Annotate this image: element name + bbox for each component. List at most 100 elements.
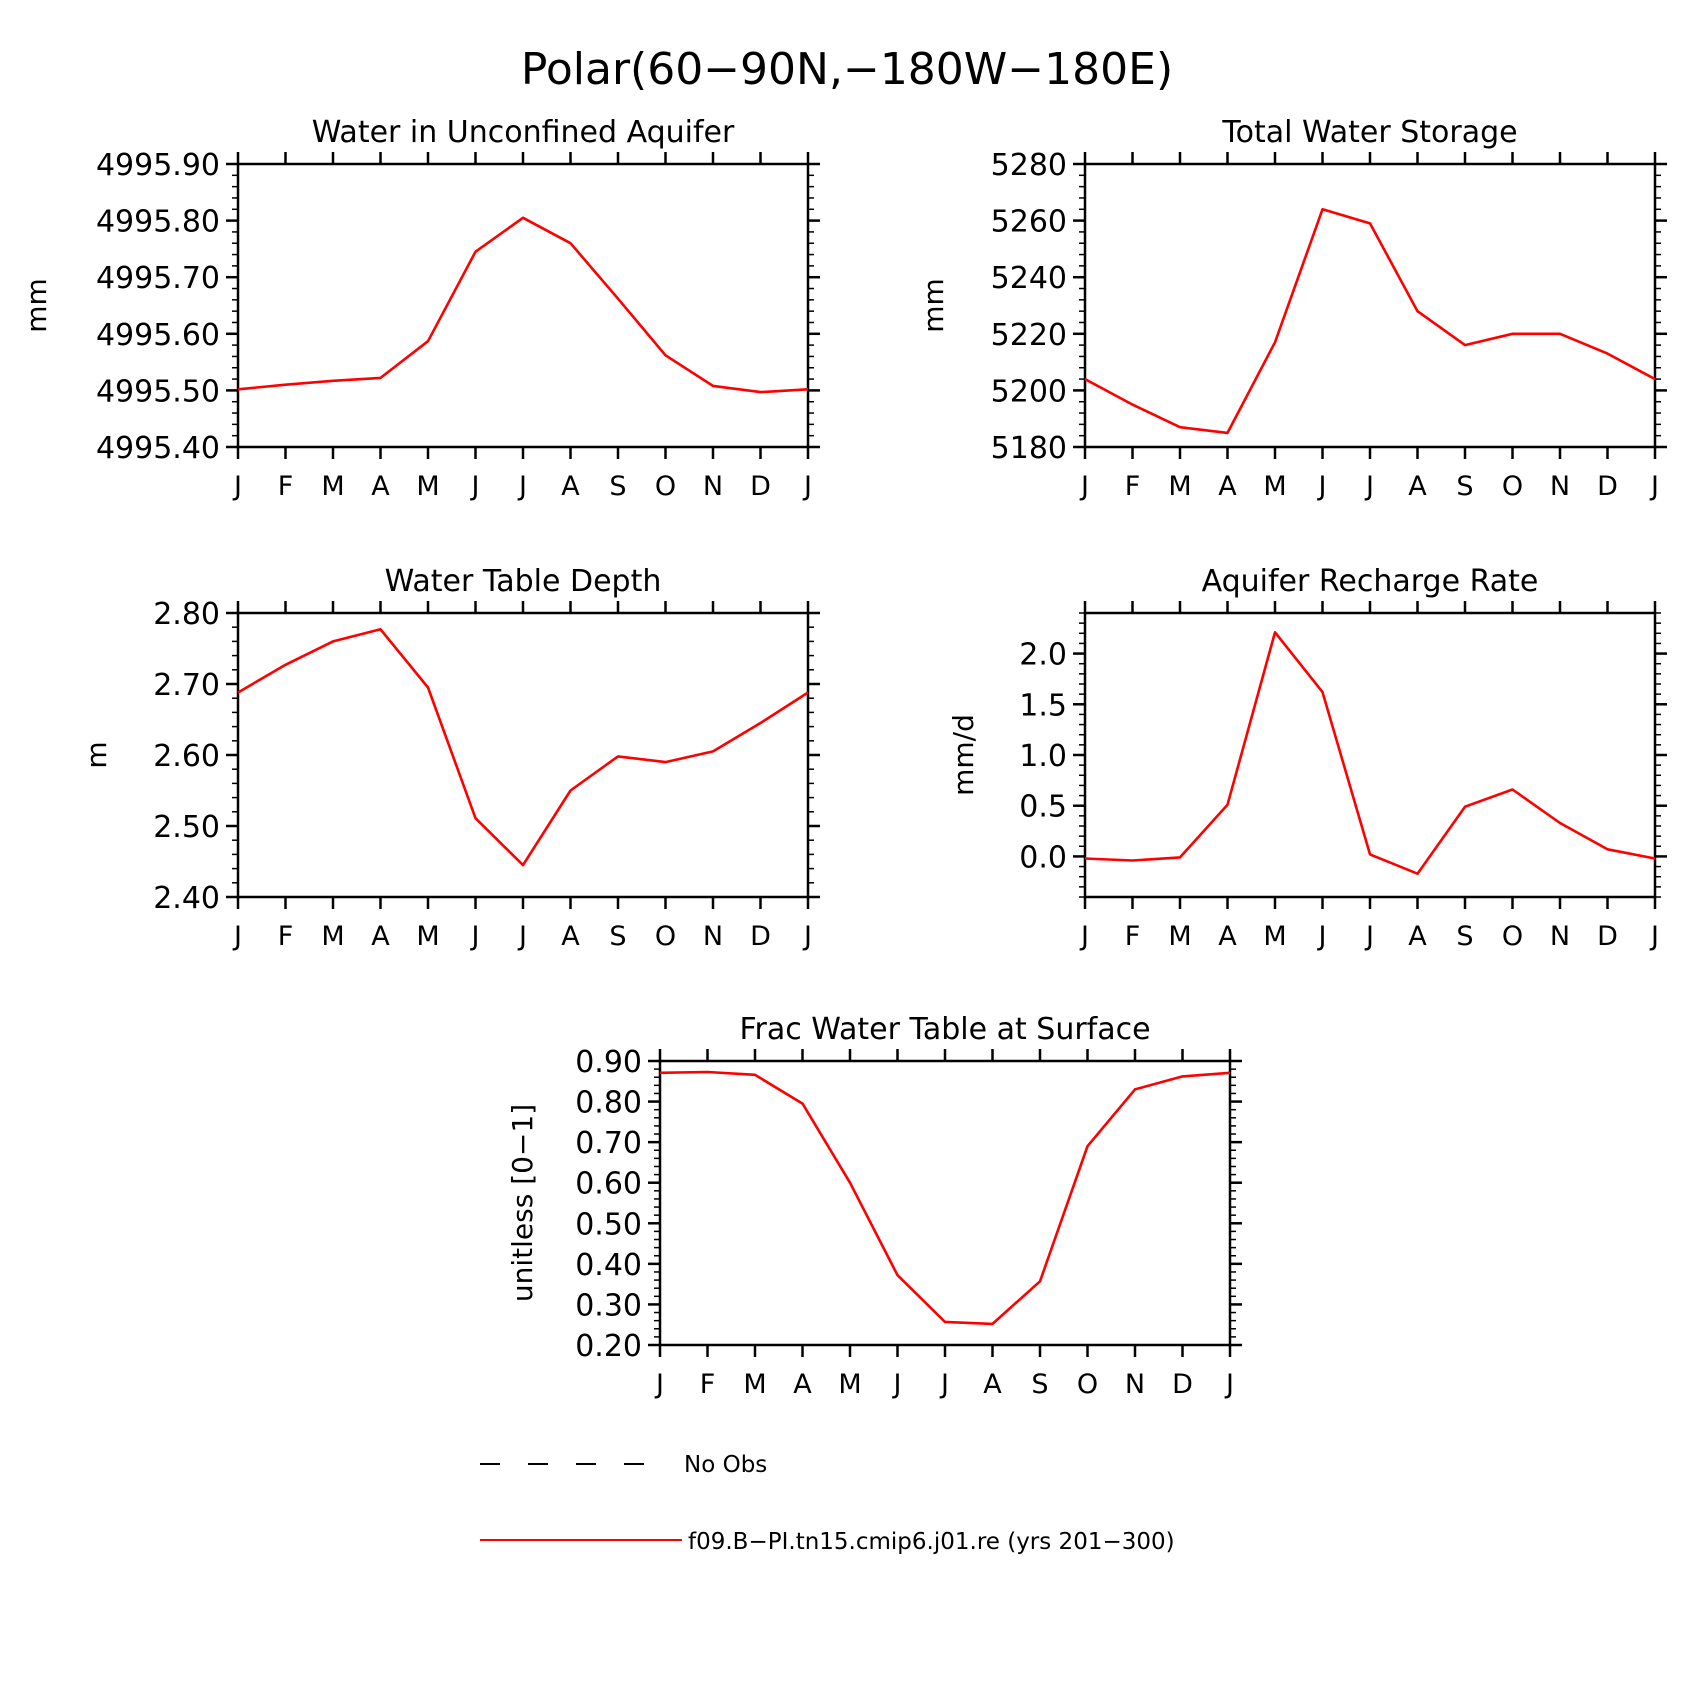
x-tick-label: J [1224, 1369, 1234, 1400]
x-tick-label: S [1456, 471, 1473, 502]
x-tick-label: J [517, 471, 527, 502]
x-tick-label: A [561, 471, 580, 502]
y-tick-label: 2.70 [153, 668, 220, 703]
x-tick-label: A [1408, 921, 1427, 952]
y-axis-label: mm [20, 278, 53, 333]
y-axis-label: mm [917, 278, 950, 333]
x-tick-label: J [1317, 921, 1327, 952]
y-tick-label: 0.70 [575, 1126, 642, 1161]
x-tick-label: J [1079, 921, 1089, 952]
x-tick-label: J [232, 921, 242, 952]
x-tick-label: M [1168, 921, 1191, 952]
y-tick-label: 2.0 [1019, 638, 1067, 673]
y-tick-label: 4995.70 [96, 261, 220, 296]
y-tick-label: 0.30 [575, 1288, 642, 1323]
x-tick-label: F [1125, 921, 1141, 952]
x-tick-label: J [802, 921, 812, 952]
x-tick-label: A [983, 1369, 1002, 1400]
legend: No Obs f09.B−PI.tn15.cmip6.j01.re (yrs 2… [480, 1452, 1175, 1555]
x-tick-label: J [939, 1369, 949, 1400]
y-tick-label: 0.0 [1019, 840, 1067, 875]
y-tick-label: 0.60 [575, 1167, 642, 1202]
y-axis-label: mm/d [947, 714, 980, 796]
y-tick-label: 4995.60 [96, 318, 220, 353]
x-tick-label: A [1218, 471, 1237, 502]
x-tick-label: D [750, 471, 771, 502]
y-tick-label: 4995.80 [96, 205, 220, 240]
x-tick-label: S [609, 471, 626, 502]
x-tick-label: J [1649, 471, 1659, 502]
y-axis-label: unitless [0−1] [506, 1104, 539, 1302]
x-tick-label: D [1597, 471, 1618, 502]
x-tick-label: A [1408, 471, 1427, 502]
panel-title: Aquifer Recharge Rate [1202, 564, 1539, 599]
x-tick-label: S [1031, 1369, 1048, 1400]
x-tick-label: O [655, 471, 676, 502]
figure-title: Polar(60−90N,−180W−180E) [521, 44, 1173, 95]
plot-frame [658, 1059, 1232, 1347]
y-tick-label: 4995.90 [96, 148, 220, 183]
x-tick-label: M [321, 471, 344, 502]
x-tick-label: J [1364, 471, 1374, 502]
y-tick-label: 0.50 [575, 1207, 642, 1242]
x-tick-label: N [1550, 471, 1570, 502]
x-tick-label: F [1125, 471, 1141, 502]
series-line [237, 216, 809, 394]
y-tick-label: 2.40 [153, 881, 220, 916]
series-line [237, 627, 809, 867]
x-tick-label: J [892, 1369, 902, 1400]
x-tick-label: J [1649, 921, 1659, 952]
x-tick-label: J [232, 471, 242, 502]
x-tick-label: A [561, 921, 580, 952]
y-tick-label: 2.50 [153, 810, 220, 845]
x-tick-label: D [1597, 921, 1618, 952]
x-tick-label: A [371, 471, 390, 502]
x-tick-label: N [1125, 1369, 1145, 1400]
panel-title: Water Table Depth [385, 564, 662, 599]
x-tick-label: N [1550, 921, 1570, 952]
y-tick-label: 0.80 [575, 1086, 642, 1121]
x-tick-label: D [750, 921, 771, 952]
y-tick-label: 0.5 [1019, 790, 1067, 825]
x-tick-label: M [1168, 471, 1191, 502]
y-tick-label: 5280 [991, 148, 1067, 183]
y-tick-label: 2.60 [153, 739, 220, 774]
y-tick-label: 1.0 [1019, 739, 1067, 774]
x-tick-label: O [655, 921, 676, 952]
x-tick-label: J [654, 1369, 664, 1400]
legend-label-no-obs: No Obs [684, 1452, 767, 1478]
series-line [659, 1070, 1231, 1326]
x-tick-label: M [1263, 921, 1286, 952]
x-tick-label: O [1502, 471, 1523, 502]
x-tick-label: N [703, 921, 723, 952]
panel-title: Frac Water Table at Surface [739, 1012, 1150, 1047]
x-tick-label: A [371, 921, 390, 952]
x-tick-label: F [278, 921, 294, 952]
plot-frame [1083, 162, 1657, 449]
x-tick-label: D [1172, 1369, 1193, 1400]
y-tick-label: 5220 [991, 318, 1067, 353]
y-tick-label: 5240 [991, 261, 1067, 296]
y-tick-label: 5200 [991, 374, 1067, 409]
x-tick-label: J [1364, 921, 1374, 952]
y-tick-label: 4995.40 [96, 431, 220, 466]
y-tick-label: 5260 [991, 205, 1067, 240]
y-tick-label: 4995.50 [96, 374, 220, 409]
x-tick-label: M [743, 1369, 766, 1400]
x-tick-label: N [703, 471, 723, 502]
legend-label-model: f09.B−PI.tn15.cmip6.j01.re (yrs 201−300) [688, 1529, 1175, 1555]
x-tick-label: O [1502, 921, 1523, 952]
y-tick-label: 0.40 [575, 1248, 642, 1283]
x-tick-label: M [1263, 471, 1286, 502]
y-tick-label: 5180 [991, 431, 1067, 466]
x-tick-label: S [609, 921, 626, 952]
x-tick-label: M [321, 921, 344, 952]
x-tick-label: M [416, 471, 439, 502]
